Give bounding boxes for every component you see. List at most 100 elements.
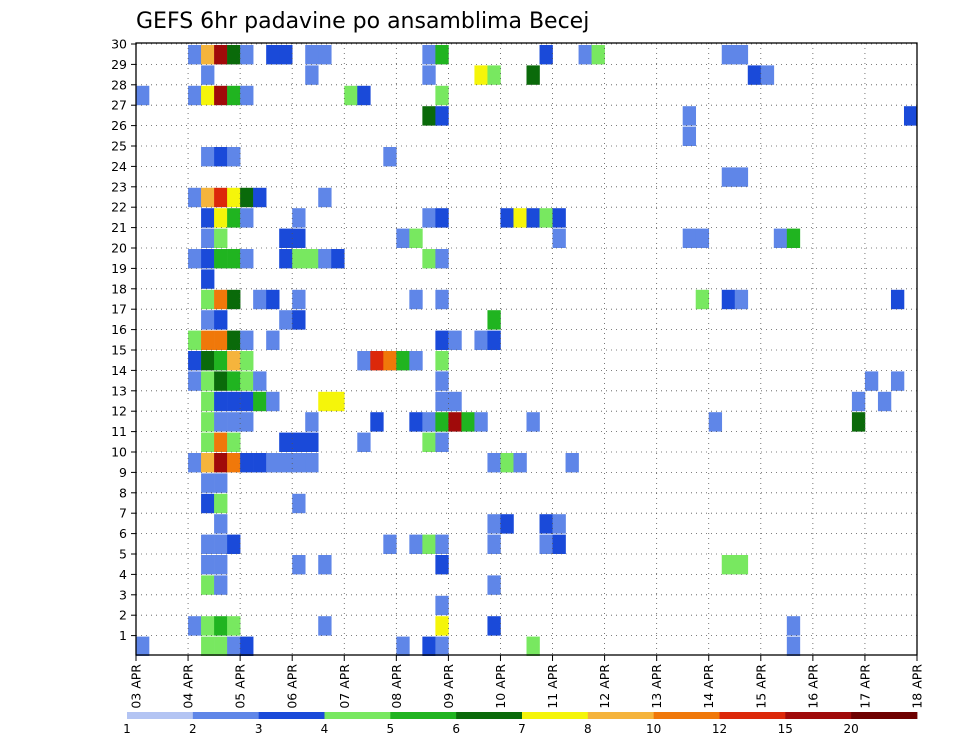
heatmap-cell (435, 555, 449, 575)
colorbar-label: 2 (189, 722, 197, 736)
heatmap-cell (227, 330, 241, 350)
heatmap-cell (292, 555, 306, 575)
heatmap-cell (357, 432, 371, 452)
heatmap-cell (214, 534, 228, 554)
x-tick-label: 07 APR (337, 664, 352, 709)
y-tick-label: 28 (111, 77, 127, 92)
heatmap-cell (227, 351, 241, 371)
heatmap-cell (773, 228, 788, 248)
heatmap-cell (708, 412, 723, 432)
heatmap-cell (214, 514, 228, 534)
heatmap-cell (188, 45, 202, 65)
colorbar-swatch (324, 712, 391, 719)
heatmap-cell (435, 289, 449, 310)
y-tick-label: 24 (111, 159, 127, 174)
chart-title: GEFS 6hr padavine po ansamblima Becej (136, 9, 589, 34)
heatmap-cell (734, 45, 749, 65)
heatmap-cell (292, 453, 306, 473)
heatmap-cell (279, 453, 293, 473)
x-tick-label: 13 APR (649, 664, 664, 709)
heatmap-cell (448, 412, 462, 432)
heatmap-cell (695, 289, 710, 310)
heatmap-cell (396, 351, 410, 371)
colorbar-swatch (851, 712, 918, 719)
heatmap-cell (565, 453, 579, 473)
heatmap-cell (266, 453, 280, 473)
y-tick-label: 9 (119, 465, 127, 480)
heatmap-cell (201, 351, 215, 371)
heatmap-cell (539, 208, 553, 228)
heatmap-cell (136, 636, 150, 656)
colorbar-swatch (719, 712, 786, 719)
colorbar-swatch (192, 712, 260, 719)
heatmap-cell (214, 208, 228, 228)
y-tick-label: 26 (111, 118, 127, 133)
heatmap-cell (266, 289, 280, 310)
heatmap-cell (851, 391, 866, 412)
heatmap-cell (721, 167, 736, 187)
x-tick-label: 06 APR (285, 664, 300, 709)
heatmap-cell (240, 187, 254, 208)
heatmap-cell (201, 228, 215, 248)
heatmap-cell (188, 187, 202, 208)
colorbar-label: 1 (123, 722, 131, 736)
colorbar: 1 2 3 4 5 6 7 8 10 12 15 20 (123, 712, 918, 736)
x-tick-label: 10 APR (493, 664, 508, 709)
heatmap-cell (487, 310, 501, 330)
heatmap-cell (292, 208, 306, 228)
colorbar-label: 15 (778, 722, 793, 736)
heatmap-cell (721, 289, 736, 310)
heatmap-cell (214, 555, 228, 575)
heatmap-cell (227, 85, 241, 106)
heatmap-cell (240, 636, 254, 656)
colorbar-label: 7 (518, 722, 526, 736)
heatmap-cell (318, 391, 332, 412)
heatmap-cell (435, 636, 449, 656)
heatmap-cell (682, 228, 697, 248)
heatmap-cell (227, 453, 241, 473)
heatmap-cell (214, 453, 228, 473)
heatmap-cell (201, 616, 215, 636)
colorbar-swatch (587, 712, 655, 719)
heatmap-cell (227, 391, 241, 412)
heatmap-cell (201, 575, 215, 595)
heatmap-cell (214, 45, 228, 65)
heatmap-cell (877, 391, 892, 412)
heatmap-cell (227, 45, 241, 65)
heatmap-cell (240, 412, 254, 432)
heatmap-cell (396, 228, 410, 248)
heatmap-cell (474, 330, 488, 350)
heatmap-cell (682, 106, 697, 126)
heatmap-cell (487, 330, 501, 350)
heatmap-cell (201, 534, 215, 554)
heatmap-cell (227, 147, 241, 167)
heatmap-cell (227, 187, 241, 208)
heatmap-cell (487, 616, 501, 636)
heatmap-cell (760, 65, 775, 85)
heatmap-cell (864, 371, 879, 391)
heatmap-cell (409, 289, 423, 310)
heatmap-cell (578, 45, 592, 65)
y-tick-label: 16 (111, 322, 127, 337)
heatmap-cell (227, 432, 241, 452)
heatmap-cell (435, 595, 449, 616)
heatmap-cell (695, 228, 710, 248)
heatmap-cell (721, 45, 736, 65)
y-tick-label: 23 (111, 179, 127, 194)
heatmap-cell (357, 85, 371, 106)
heatmap-cell (422, 106, 436, 126)
y-tick-label: 18 (111, 281, 127, 296)
heatmap-cell (318, 249, 332, 269)
colorbar-label: 10 (646, 722, 661, 736)
heatmap-cell (201, 432, 215, 452)
heatmap-cell (435, 208, 449, 228)
heatmap-cell (201, 391, 215, 412)
heatmap-cell (435, 534, 449, 554)
colorbar-swatch (456, 712, 523, 719)
heatmap-cell (383, 351, 397, 371)
heatmap-cell (240, 85, 254, 106)
heatmap-cell (214, 187, 228, 208)
heatmap-cell (240, 45, 254, 65)
heatmap-cell (201, 453, 215, 473)
x-axis: 03 APR 04 APR 05 APR 06 APR 07 APR 08 APR 09 A… (129, 655, 925, 709)
